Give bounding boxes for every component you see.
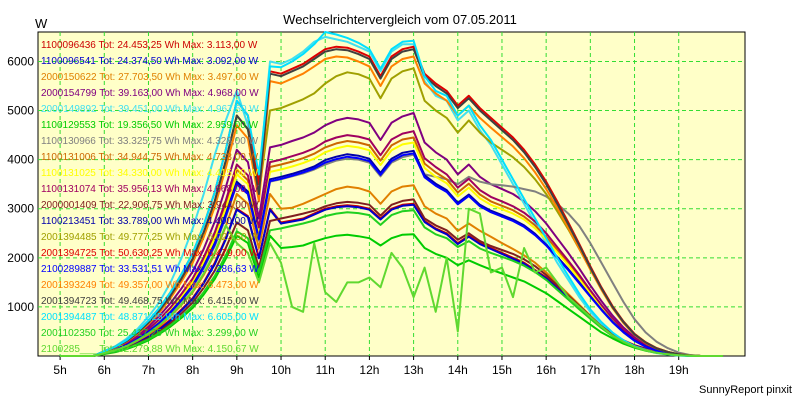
legend-entry: 2100285___ Tot: 32.279,88 Wh Max: 4.150,… bbox=[41, 344, 259, 355]
series-line bbox=[60, 207, 723, 357]
y-tick-label: 3000 bbox=[7, 202, 34, 216]
y-tick-label: 1000 bbox=[7, 300, 34, 314]
series-line bbox=[60, 233, 723, 357]
legend-entry: 2000149892 Tot: 39.451,00 Wh Max: 4.967,… bbox=[41, 104, 259, 115]
legend-entry: 2000150622 Tot: 27.703,50 Wh Max: 3.497,… bbox=[41, 72, 259, 83]
x-tick-label: 5h bbox=[53, 363, 66, 377]
y-tick-label: 4000 bbox=[7, 153, 34, 167]
x-tick-label: 13h bbox=[404, 363, 424, 377]
x-tick-label: 19h bbox=[669, 363, 689, 377]
x-tick-label: 8h bbox=[186, 363, 199, 377]
legend-entry: 2000001409 Tot: 22.906,75 Wh Max: 3.944,… bbox=[41, 200, 259, 211]
legend-entry: 2001394485 Tot: 49.777,25 Wh Max: 6.023,… bbox=[41, 232, 259, 243]
legend-entry: 1100096541 Tot: 24.374,50 Wh Max: 3.092,… bbox=[41, 56, 259, 67]
legend-entry: 1100096436 Tot: 24.453,25 Wh Max: 3.113,… bbox=[41, 40, 258, 51]
legend-entry: 1100130966 Tot: 33.325,75 Wh Max: 4.328,… bbox=[41, 136, 259, 147]
legend-entry: 1100131074 Tot: 35.956,13 Wh Max: 4.668,… bbox=[41, 184, 259, 195]
x-tick-label: 15h bbox=[492, 363, 512, 377]
series-line bbox=[60, 130, 723, 357]
x-tick-label: 10h bbox=[271, 363, 291, 377]
legend-entry: 2001393249 Tot: 49.357,00 Wh Max: 6.473,… bbox=[41, 280, 259, 291]
y-tick-label: 5000 bbox=[7, 104, 34, 118]
x-tick-label: 11h bbox=[316, 363, 335, 377]
legend-entry: 2100289887 Tot: 33.531,51 Wh Max: 4.286,… bbox=[41, 264, 259, 275]
legend-entry: 2001394487 Tot: 48.871,25 Wh Max: 6.605,… bbox=[41, 312, 259, 323]
credit-label: SunnyReport pinxit bbox=[699, 384, 792, 396]
plot-background bbox=[37, 31, 746, 357]
legend-entry: 1100131006 Tot: 34.944,75 Wh Max: 4.733,… bbox=[41, 152, 259, 163]
series-line bbox=[60, 31, 723, 357]
legend-entry: 2001394723 Tot: 49.468,75 Wh Max: 6.415,… bbox=[41, 296, 259, 307]
legend-entry: 1100213451 Tot: 33.789,00 Wh Max: 4.400,… bbox=[41, 216, 259, 227]
legend-entry: 1100129553 Tot: 19.356,50 Wh Max: 2.959,… bbox=[41, 120, 259, 131]
y-tick-label: 6000 bbox=[7, 54, 34, 68]
legend-entry: 1100131025 Tot: 34.330,00 Wh Max: 4.415,… bbox=[41, 168, 259, 179]
x-tick-label: 7h bbox=[142, 363, 155, 377]
x-tick-label: 16h bbox=[536, 363, 556, 377]
x-tick-label: 12h bbox=[359, 363, 379, 377]
legend-entry: 2001102350 Tot: 25.417,25 Wh Max: 3.299,… bbox=[41, 328, 259, 339]
y-axis-label: W bbox=[35, 16, 48, 31]
x-tick-label: 17h bbox=[580, 363, 600, 377]
chart-title: Wechselrichtervergleich vom 07.05.2011 bbox=[283, 12, 517, 27]
x-tick-label: 9h bbox=[230, 363, 243, 377]
y-tick-label: 2000 bbox=[7, 251, 34, 265]
x-tick-label: 18h bbox=[625, 363, 645, 377]
x-tick-label: 6h bbox=[98, 363, 111, 377]
series-line bbox=[60, 48, 723, 357]
series-line bbox=[60, 112, 723, 357]
legend-entry: 2001394725 Tot: 50.630,25 Wh Max: 6.479,… bbox=[41, 248, 259, 259]
series-line bbox=[60, 152, 723, 357]
x-tick-label: 14h bbox=[448, 363, 468, 377]
legend-entry: 2000154799 Tot: 39.163,00 Wh Max: 4.968,… bbox=[41, 88, 259, 99]
